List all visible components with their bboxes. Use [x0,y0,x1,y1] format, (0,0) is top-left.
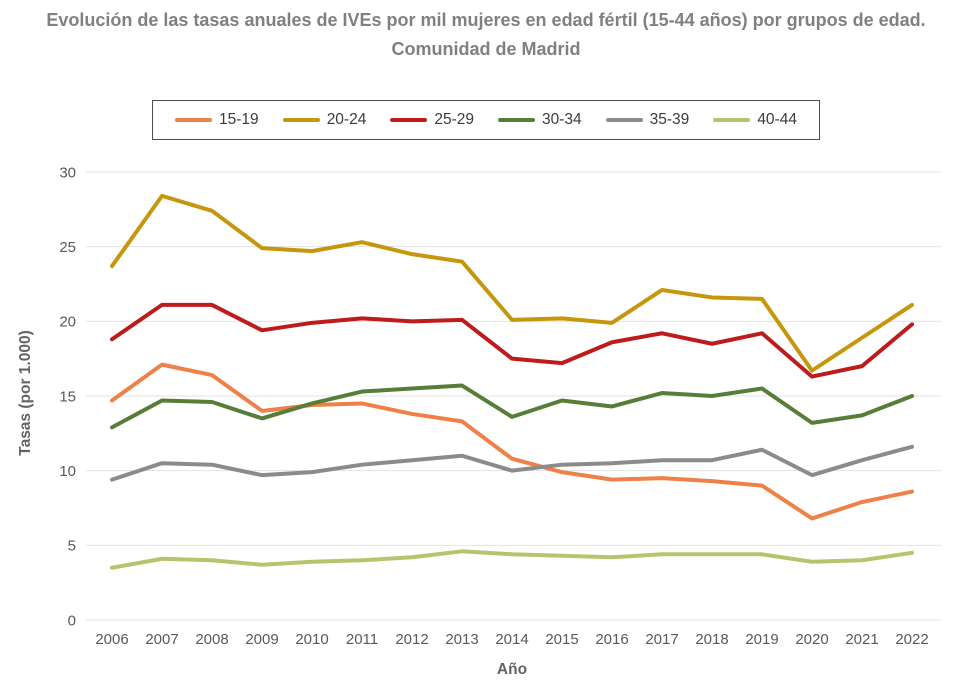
x-tick-label: 2009 [245,631,278,648]
x-tick-label: 2022 [895,631,928,648]
y-tick-label: 25 [59,239,76,256]
x-tick-label: 2015 [545,631,578,648]
y-tick-label: 20 [59,314,76,331]
series-line-30-34 [110,383,914,430]
legend-item-30-34: 30-34 [498,111,582,129]
legend-swatch-40-44 [713,117,751,123]
legend-label: 40-44 [757,111,797,128]
legend-item-35-39: 35-39 [605,111,690,129]
x-axis-title: Año [496,661,528,678]
legend-item-40-44: 40-44 [713,111,797,129]
x-tick-label: 2016 [595,631,628,648]
x-tick-label: 2014 [495,631,528,648]
legend-item-25-29: 25-29 [390,111,474,129]
chart-title: Evolución de las tasas anuales de IVEs p… [46,10,926,59]
y-tick-label: 5 [68,538,76,555]
series-line-40-44 [110,549,914,570]
line-chart: 0 5 10 15 20 25 30 2006 2007 2008 2009 2010 2011 2012… [59,164,941,648]
legend-item-20-24: 20-24 [282,111,367,129]
legend-label: 20-24 [326,111,367,128]
x-tick-label: 2006 [95,631,128,648]
x-tick-label: 2007 [145,631,178,648]
x-tick-label: 2019 [745,631,778,648]
legend-label: 35-39 [649,111,690,128]
y-axis-title: Tasas (por 1.000) [17,330,34,456]
legend-swatch-15-19 [175,117,213,123]
x-tick-label: 2012 [395,631,428,648]
x-tick-label: 2010 [295,631,328,648]
y-tick-label: 15 [59,388,76,405]
legend-swatch-25-29 [390,117,428,123]
legend-label: 25-29 [434,111,474,128]
y-tick-label: 30 [59,164,76,181]
series-line-15-19 [110,362,914,521]
x-tick-label: 2008 [195,631,228,648]
x-tick-label: 2011 [346,631,378,648]
x-tick-label: 2021 [845,631,878,648]
series-line-35-39 [110,444,914,482]
x-tick-label: 2020 [795,631,828,648]
legend-label: 15-19 [219,111,259,128]
x-tick-label: 2018 [695,631,728,648]
legend-label: 30-34 [542,111,582,128]
legend-swatch-35-39 [605,117,643,123]
series-line-20-24 [110,193,914,373]
x-tick-label: 2017 [645,631,678,648]
x-tick-label: 2013 [445,631,478,648]
legend-swatch-30-34 [498,117,535,123]
legend-item-15-19: 15-19 [175,111,259,129]
legend-swatch-20-24 [282,117,320,123]
chart-legend: 15-19 20-24 25-29 30-34 35-39 40-44 [152,100,820,140]
y-tick-label: 10 [59,463,76,480]
y-tick-label: 0 [68,612,76,629]
series-line-25-29 [110,302,914,379]
